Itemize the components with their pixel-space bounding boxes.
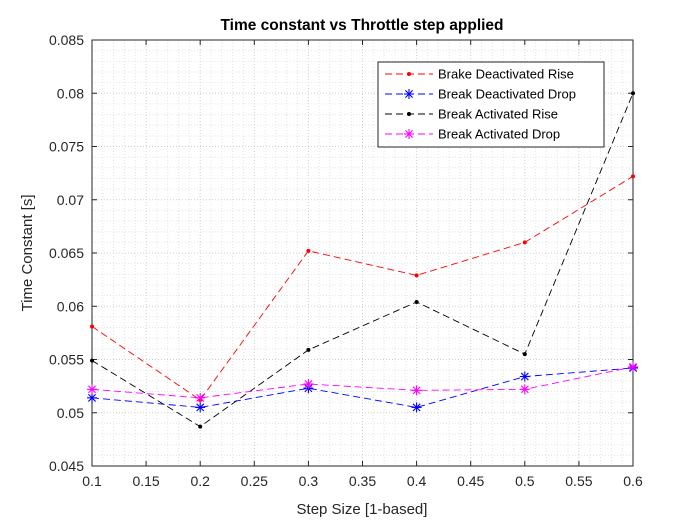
x-tick-label: 0.35 [349, 473, 376, 489]
series-break-activated-rise [90, 91, 635, 429]
dot-marker [198, 424, 203, 429]
asterisk-stroke [88, 393, 96, 402]
legend-label: Brake Deactivated Rise [438, 67, 574, 82]
x-tick-label: 0.15 [132, 473, 159, 489]
y-tick-label: 0.055 [49, 352, 84, 368]
asterisk-marker [404, 89, 414, 99]
dot-marker [90, 358, 94, 363]
axis-ticks: 0.1 0.15 0.2 0.25 0.3 0.35 0.4 0.45 0.5 0.55 0.6 0.… [49, 32, 643, 489]
asterisk-marker [303, 378, 314, 389]
dot-marker [407, 72, 411, 76]
series-layer [87, 91, 638, 429]
dot-marker [414, 299, 419, 304]
x-tick-label: 0.3 [299, 473, 319, 489]
asterisk-stroke [196, 393, 205, 402]
asterisk-marker [404, 129, 414, 139]
x-tick-label: 0.2 [190, 473, 210, 489]
asterisk-stroke [520, 385, 529, 394]
dot-marker [90, 324, 94, 329]
chart-title: Time constant vs Throttle step applied [220, 17, 503, 34]
x-tick-label: 0.6 [623, 473, 643, 489]
y-axis-label: Time Constant [s] [19, 195, 36, 312]
y-tick-label: 0.06 [57, 298, 84, 314]
asterisk-marker [87, 392, 97, 403]
legend-label: Break Deactivated Drop [438, 87, 576, 102]
asterisk-stroke [520, 372, 529, 381]
legend: Brake Deactivated Rise Break Deactivated … [377, 61, 605, 148]
dot-marker [631, 174, 635, 179]
x-tick-label: 0.45 [457, 473, 484, 489]
asterisk-stroke [88, 385, 96, 394]
x-axis-label: Step Size [1-based] [297, 501, 428, 518]
legend-item-break-activated-drop: Break Activated Drop [385, 127, 560, 142]
asterisk-stroke [405, 130, 413, 138]
series-break-deactivated-drop [87, 363, 638, 413]
asterisk-marker [628, 361, 638, 372]
y-tick-label: 0.085 [49, 32, 84, 48]
asterisk-stroke [412, 403, 421, 412]
major-grid [92, 40, 633, 466]
asterisk-marker [195, 402, 206, 413]
asterisk-marker [411, 385, 422, 396]
legend-item-break-deactivated-drop: Break Deactivated Drop [385, 87, 576, 102]
x-tick-label: 0.4 [407, 473, 427, 489]
asterisk-marker [87, 384, 97, 395]
legend-item-brake-deactivated-rise: Brake Deactivated Rise [385, 67, 574, 82]
dot-marker [407, 112, 411, 116]
asterisk-marker [519, 371, 530, 382]
legend-label: Break Activated Drop [438, 127, 560, 142]
dot-marker [631, 91, 635, 96]
legend-label: Break Activated Rise [438, 107, 558, 122]
y-tick-label: 0.08 [57, 85, 84, 101]
series-line-break-activated-rise [91, 93, 634, 428]
asterisk-marker [519, 384, 530, 395]
asterisk-marker [411, 402, 422, 413]
legend-item-break-activated-rise: Break Activated Rise [385, 107, 558, 122]
x-tick-label: 0.55 [565, 473, 592, 489]
x-tick-label: 0.1 [82, 473, 102, 489]
legend-box [377, 61, 605, 148]
dot-marker [306, 347, 311, 352]
x-tick-label: 0.25 [241, 473, 268, 489]
asterisk-stroke [629, 362, 637, 371]
y-tick-label: 0.05 [57, 405, 84, 421]
series-line-break-activated-drop [91, 366, 634, 399]
dot-marker [522, 240, 527, 245]
y-tick-label: 0.045 [49, 458, 84, 474]
dot-marker [306, 248, 311, 253]
asterisk-stroke [196, 403, 205, 412]
asterisk-stroke [412, 386, 421, 395]
dot-marker [522, 352, 527, 357]
asterisk-stroke [405, 90, 413, 98]
dot-marker [414, 273, 419, 278]
y-tick-label: 0.065 [49, 245, 84, 261]
asterisk-marker [195, 392, 206, 403]
y-tick-label: 0.075 [49, 139, 84, 155]
series-line-break-deactivated-drop [91, 367, 634, 408]
x-tick-label: 0.5 [515, 473, 535, 489]
series-break-activated-drop [87, 361, 638, 403]
asterisk-stroke [304, 380, 313, 388]
y-tick-label: 0.07 [57, 192, 84, 208]
